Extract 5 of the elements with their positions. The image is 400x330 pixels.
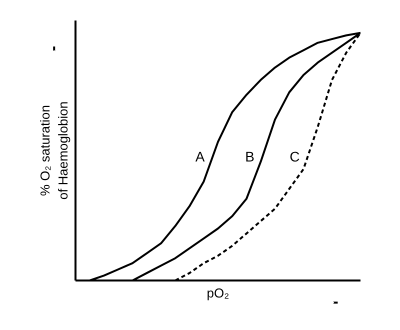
series-label: C xyxy=(290,148,300,165)
y-axis-title: % O₂ saturation of Haemoglobion xyxy=(38,101,70,200)
series-label: A xyxy=(195,148,206,165)
x-axis-title: pO₂ xyxy=(206,286,230,300)
series-label: B xyxy=(245,148,254,165)
